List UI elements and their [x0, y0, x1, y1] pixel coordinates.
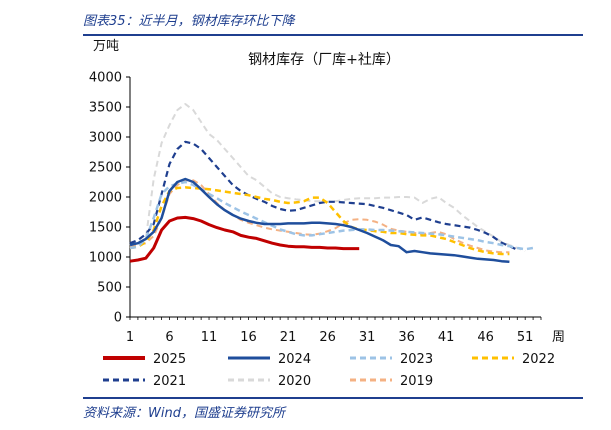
x-axis-label: 周	[552, 330, 565, 345]
x-tick-label: 6	[165, 330, 173, 345]
x-tick-label: 41	[438, 330, 455, 345]
y-tick-label: 4000	[89, 71, 122, 86]
x-tick-label: 36	[398, 330, 415, 345]
legend-label-2020: 2020	[278, 374, 311, 389]
series-line-2024	[129, 177, 510, 264]
y-tick-label: 500	[97, 281, 122, 296]
top-rule	[83, 34, 583, 36]
legend-label-2025: 2025	[153, 352, 186, 367]
series-line-2025	[129, 215, 360, 263]
bottom-rule	[83, 397, 583, 399]
y-tick-label: 1500	[89, 221, 122, 236]
legend-label-2024: 2024	[278, 352, 311, 367]
x-tick-label: 26	[319, 330, 336, 345]
y-axis-label: 万吨	[93, 39, 119, 54]
legend-label-2022: 2022	[522, 352, 555, 367]
y-tick-label: 0	[114, 311, 122, 326]
source-note: 资料来源：Wind，国盛证券研究所	[83, 406, 285, 421]
series-line-2023	[129, 180, 534, 251]
series-line-2021	[129, 140, 518, 251]
y-tick-label: 2500	[89, 161, 122, 176]
figure-title: 图表35：近半月，钢材库存环比下降	[83, 14, 295, 29]
legend-label-2019: 2019	[400, 374, 433, 389]
x-tick-label: 11	[201, 330, 218, 345]
x-tick-label: 1	[126, 330, 134, 345]
y-tick-label: 3500	[89, 101, 122, 116]
x-tick-label: 51	[517, 330, 534, 345]
series-line-2020	[129, 103, 526, 252]
y-tick-label: 1000	[89, 251, 122, 266]
series-layer	[129, 103, 534, 264]
x-tick-label: 21	[280, 330, 297, 345]
x-tick-label: 46	[477, 330, 494, 345]
y-tick-label: 3000	[89, 131, 122, 146]
legend-label-2021: 2021	[153, 374, 186, 389]
x-tick-label: 16	[240, 330, 257, 345]
legend: 2025 2024 2023 2022 2021 2020 2019	[103, 352, 555, 389]
chart-title: 钢材库存（厂库+社库）	[248, 52, 400, 68]
series-line-2022	[129, 186, 510, 256]
y-tick-label: 2000	[89, 191, 122, 206]
x-tick-label: 31	[359, 330, 376, 345]
legend-label-2023: 2023	[400, 352, 433, 367]
